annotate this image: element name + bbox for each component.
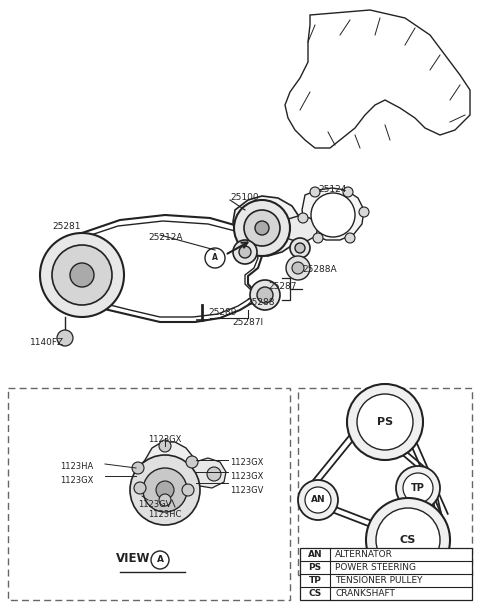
Text: CS: CS [400,535,416,545]
Circle shape [396,466,440,510]
Text: 25288A: 25288A [302,265,336,274]
Circle shape [250,280,280,310]
Circle shape [359,207,369,217]
Circle shape [286,256,310,280]
Circle shape [298,213,308,223]
Circle shape [310,187,320,197]
Text: 25288: 25288 [246,298,275,307]
Circle shape [186,456,198,468]
Text: A: A [212,254,218,262]
Circle shape [159,494,171,506]
Text: 25100: 25100 [230,193,259,202]
Circle shape [159,440,171,452]
Text: 1140FZ: 1140FZ [30,338,64,347]
Text: CRANKSHAFT: CRANKSHAFT [335,589,395,598]
Circle shape [207,467,221,481]
Text: 25212A: 25212A [148,233,182,242]
Text: 1123GX: 1123GX [60,476,94,485]
Bar [298,388,472,575]
Text: 1123GX: 1123GX [148,435,182,444]
Text: PS: PS [377,417,393,427]
Circle shape [134,482,146,494]
Circle shape [233,240,257,264]
Text: 25281: 25281 [52,222,81,231]
Text: PS: PS [309,563,322,572]
Text: 25287I: 25287I [232,318,264,327]
Polygon shape [302,188,364,240]
Circle shape [143,468,187,512]
Circle shape [295,243,305,253]
Text: 1123HA: 1123HA [60,462,93,471]
Circle shape [234,200,290,256]
Circle shape [347,384,423,460]
Text: 1123GV: 1123GV [138,500,171,509]
Text: TP: TP [309,576,322,585]
Text: A: A [156,556,164,564]
Circle shape [255,221,269,235]
Circle shape [305,487,331,513]
Circle shape [313,233,323,243]
Text: 25124: 25124 [318,185,347,194]
Circle shape [357,394,413,450]
Circle shape [403,473,433,503]
Circle shape [70,263,94,287]
Bar [300,548,472,600]
Circle shape [40,233,124,317]
Text: AN: AN [308,550,322,559]
Text: TENSIONER PULLEY: TENSIONER PULLEY [335,576,422,585]
Text: 1123GX: 1123GX [230,458,264,467]
Circle shape [343,187,353,197]
Text: TP: TP [411,483,425,493]
Circle shape [182,484,194,496]
Circle shape [244,210,280,246]
Text: CS: CS [308,589,322,598]
Polygon shape [138,442,196,500]
Circle shape [366,498,450,582]
Polygon shape [178,458,226,488]
Circle shape [57,330,73,346]
Text: ALTERNATOR: ALTERNATOR [335,550,393,559]
Text: VIEW: VIEW [116,552,150,565]
Text: 25287: 25287 [268,282,297,291]
Text: AN: AN [311,495,325,504]
Text: POWER STEERING: POWER STEERING [335,563,416,572]
Circle shape [205,248,225,268]
Text: 1123HC: 1123HC [148,510,182,519]
Bar [8,388,290,600]
Circle shape [292,262,304,274]
Polygon shape [268,216,318,242]
Text: 1123GV: 1123GV [230,486,264,495]
Circle shape [239,246,251,258]
Circle shape [345,233,355,243]
Polygon shape [233,196,300,256]
Circle shape [130,455,200,525]
Circle shape [311,193,355,237]
Circle shape [156,481,174,499]
Circle shape [257,287,273,303]
Circle shape [151,551,169,569]
Circle shape [52,245,112,305]
Circle shape [132,462,144,474]
Circle shape [298,480,338,520]
Text: 1123GX: 1123GX [230,472,264,481]
Circle shape [290,238,310,258]
Text: 25289: 25289 [208,308,237,317]
Circle shape [376,508,440,572]
